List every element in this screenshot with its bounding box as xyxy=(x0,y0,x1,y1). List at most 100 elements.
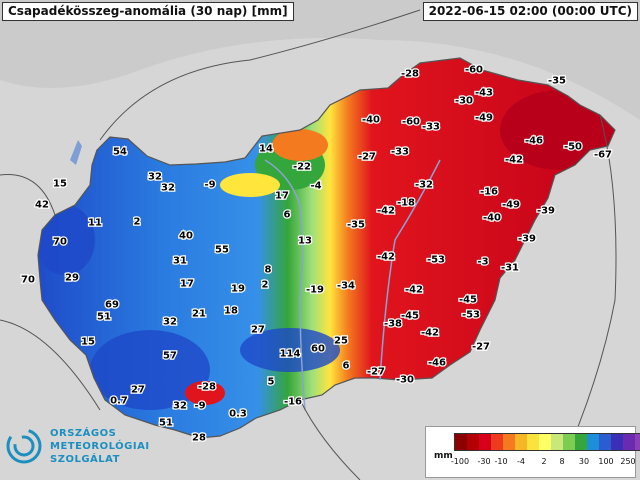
station-value: 6 xyxy=(343,361,350,372)
station-value: 29 xyxy=(65,273,79,284)
station-value: 2 xyxy=(134,217,141,228)
legend-ticks: -100 -30 -10 -4 2 8 30 100 250 xyxy=(446,457,636,471)
station-value: 15 xyxy=(81,337,95,348)
station-value: -35 xyxy=(347,220,365,231)
station-value: 0.7 xyxy=(110,396,128,407)
station-value: -16 xyxy=(480,187,498,198)
station-value: 28 xyxy=(192,433,206,444)
station-value: 57 xyxy=(163,351,177,362)
station-value: -33 xyxy=(422,122,440,133)
station-value: 15 xyxy=(53,179,67,190)
legend-tick: -10 xyxy=(494,457,508,466)
station-value: 0.3 xyxy=(229,409,247,420)
station-value: -19 xyxy=(306,285,324,296)
legend-swatch xyxy=(563,434,575,450)
station-value: -42 xyxy=(377,252,395,263)
station-value: -30 xyxy=(396,375,414,386)
station-value: 42 xyxy=(35,200,49,211)
station-value: -9 xyxy=(194,401,205,412)
legend-swatch xyxy=(623,434,635,450)
station-value: 11 xyxy=(88,218,102,229)
station-value: 17 xyxy=(275,191,289,202)
station-value: 25 xyxy=(334,336,348,347)
border-austria xyxy=(0,174,56,216)
station-value: -22 xyxy=(293,162,311,173)
station-value: -40 xyxy=(483,213,501,224)
omsz-swirl-icon xyxy=(6,428,42,464)
station-value: -4 xyxy=(310,181,321,192)
station-value: -42 xyxy=(405,285,423,296)
legend-swatch xyxy=(467,434,479,450)
station-value: -35 xyxy=(548,76,566,87)
station-value: 14 xyxy=(259,144,273,155)
station-value: 51 xyxy=(159,418,173,429)
station-value: 51 xyxy=(97,312,111,323)
station-value: -53 xyxy=(427,255,445,266)
station-value: -39 xyxy=(537,206,555,217)
station-value: 55 xyxy=(215,245,229,256)
border-slovakia xyxy=(99,9,421,141)
orange-north xyxy=(272,129,328,161)
station-value: 27 xyxy=(131,385,145,396)
station-value: -43 xyxy=(475,88,493,99)
station-value: -46 xyxy=(428,358,446,369)
legend-tick: 250 xyxy=(620,457,636,466)
legend-swatch xyxy=(551,434,563,450)
wet-core-southwest xyxy=(90,330,210,410)
lake-balaton-outside xyxy=(70,140,82,165)
legend-color-bar xyxy=(454,433,640,451)
page-title: Csapadékösszeg-anomália (30 nap) [mm] xyxy=(2,2,294,21)
station-value: -28 xyxy=(198,382,216,393)
legend-tick: -100 xyxy=(450,457,470,466)
legend-swatch xyxy=(539,434,551,450)
legend-tick: 8 xyxy=(559,457,565,466)
station-value: -38 xyxy=(384,319,402,330)
station-value: 6 xyxy=(284,210,291,221)
timestamp: 2022-06-15 02:00 (00:00 UTC) xyxy=(422,2,638,21)
legend-swatch xyxy=(515,434,527,450)
legend-tick: -4 xyxy=(517,457,525,466)
station-value: -28 xyxy=(401,69,419,80)
legend-swatch xyxy=(503,434,515,450)
station-value: 69 xyxy=(105,300,119,311)
station-value: -34 xyxy=(337,281,355,292)
logo-line-1: ORSZÁGOS xyxy=(50,428,117,439)
station-value: -30 xyxy=(455,96,473,107)
border-croatia xyxy=(0,319,101,411)
station-value: 31 xyxy=(173,256,187,267)
dry-spot-south xyxy=(185,381,225,405)
station-value: 70 xyxy=(53,237,67,248)
station-value: -45 xyxy=(459,295,477,306)
legend-swatch xyxy=(635,434,640,450)
station-value: -42 xyxy=(421,328,439,339)
station-value: 8 xyxy=(265,265,272,276)
wet-core-center xyxy=(240,328,340,372)
logo-line-2: METEOROLÓGIAI xyxy=(50,441,150,452)
legend-swatch xyxy=(587,434,599,450)
station-value: -45 xyxy=(401,311,419,322)
danube-river xyxy=(264,159,306,411)
station-value: -3 xyxy=(477,257,488,268)
yellow-north xyxy=(220,173,280,197)
station-value: 40 xyxy=(179,231,193,242)
station-value: -33 xyxy=(391,147,409,158)
station-value: 54 xyxy=(113,147,127,158)
station-value: -60 xyxy=(465,65,483,76)
color-legend: mm -100 -30 -10 -4 2 8 30 100 250 xyxy=(425,426,640,478)
station-value: -50 xyxy=(564,142,582,153)
station-value: -27 xyxy=(367,367,385,378)
station-value: 19 xyxy=(231,284,245,295)
station-value: -27 xyxy=(472,342,490,353)
station-value: -42 xyxy=(377,206,395,217)
legend-swatch xyxy=(455,434,467,450)
omsz-logo: ORSZÁGOS METEOROLÓGIAI SZOLGÁLAT xyxy=(6,426,166,476)
station-value: 32 xyxy=(148,172,162,183)
station-value: 27 xyxy=(251,325,265,336)
station-value: -67 xyxy=(594,150,612,161)
station-value: -32 xyxy=(415,180,433,191)
legend-swatch xyxy=(611,434,623,450)
station-value: 70 xyxy=(21,275,35,286)
station-value: 5 xyxy=(268,377,275,388)
